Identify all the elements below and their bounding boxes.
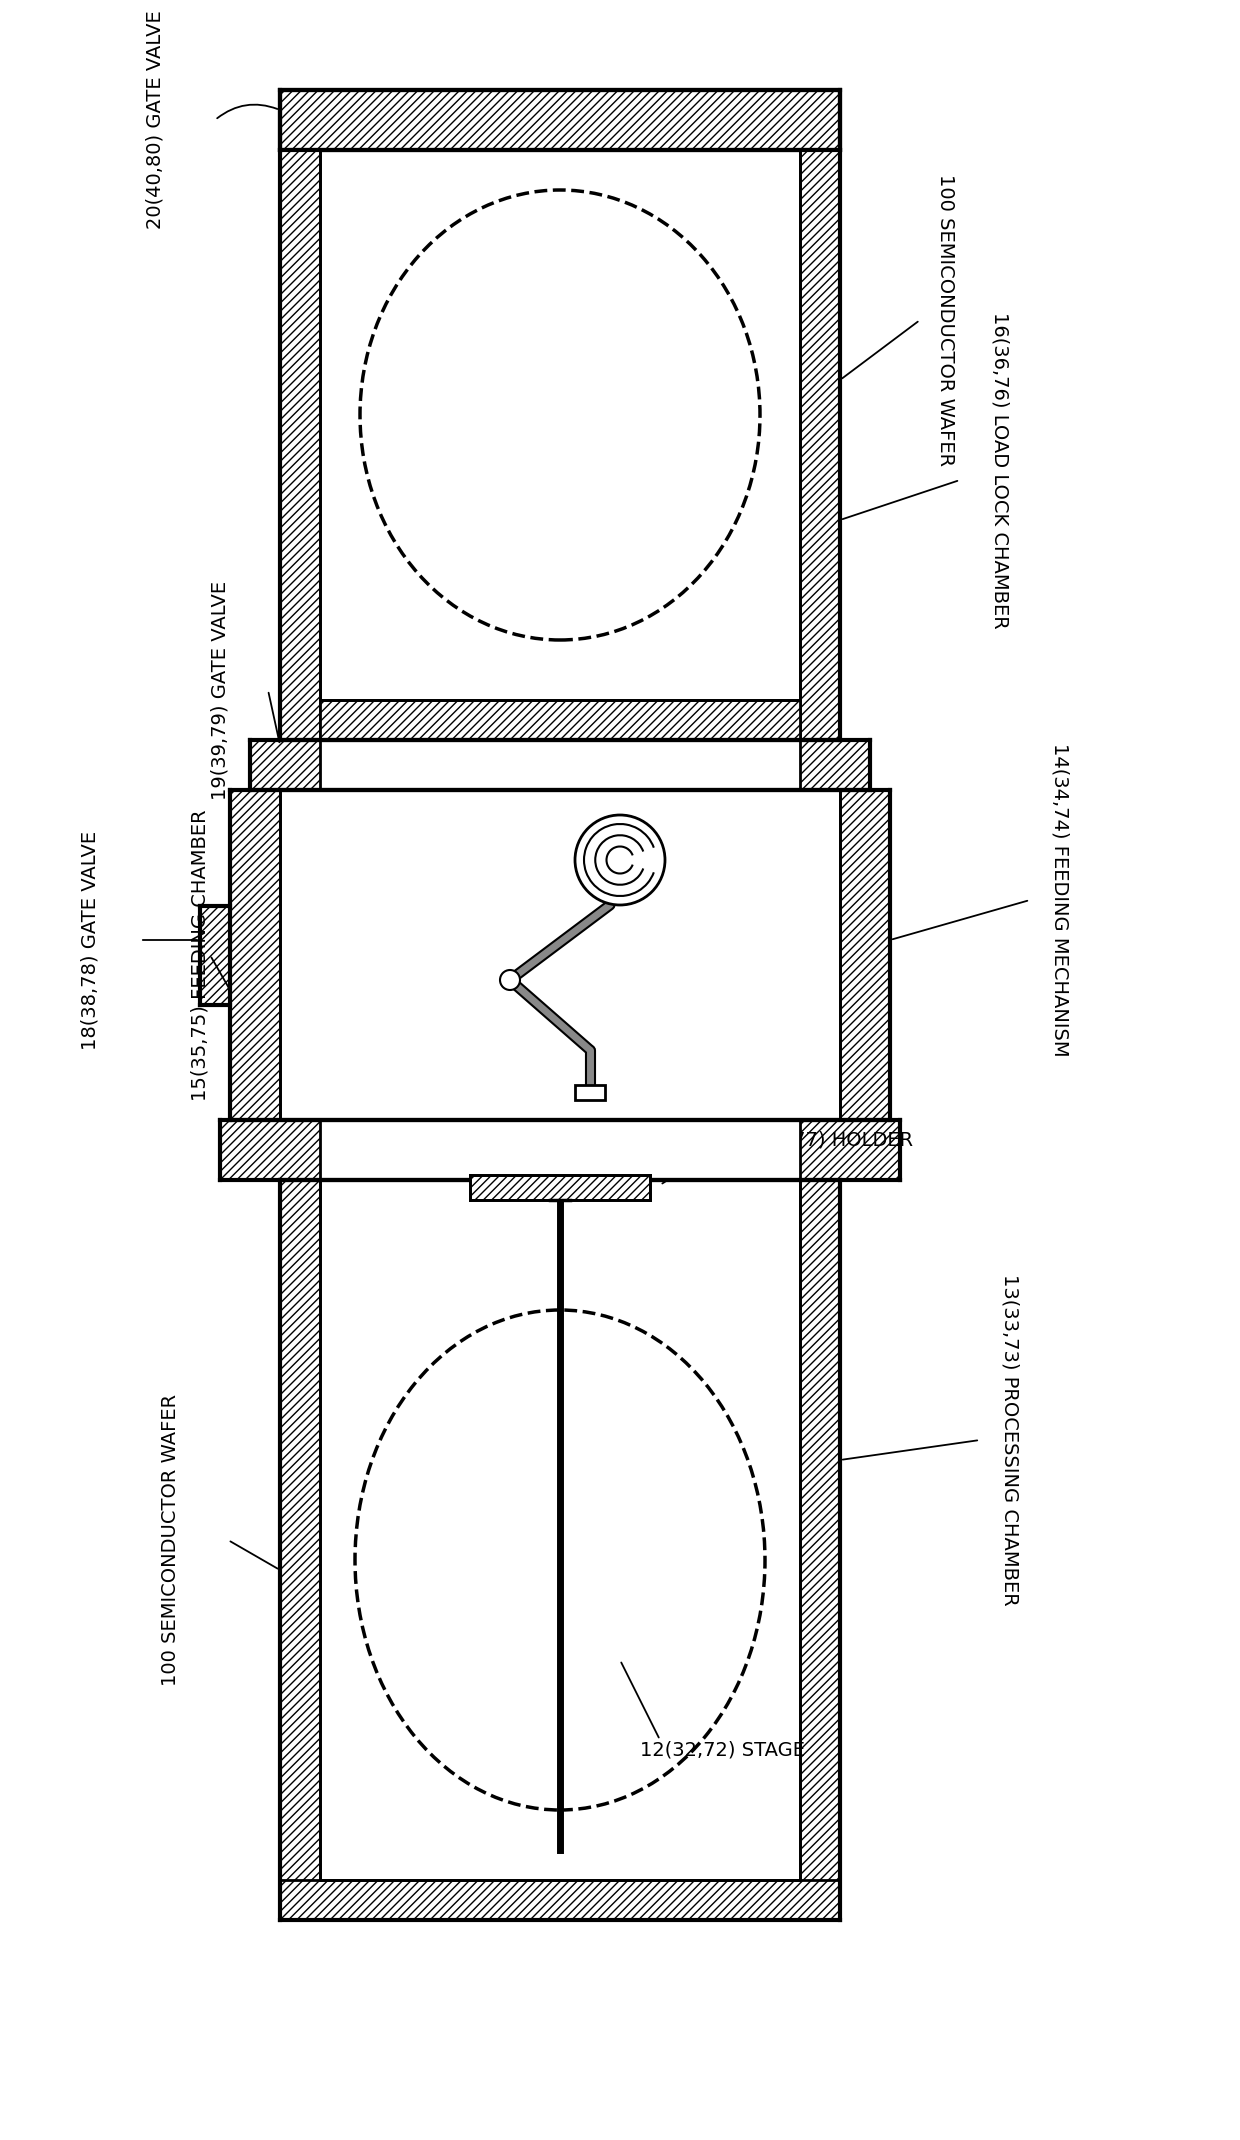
Text: 100 SEMICONDUCTOR WAFER: 100 SEMICONDUCTOR WAFER	[160, 1393, 180, 1686]
Bar	[320, 740, 800, 790]
Bar	[280, 150, 320, 740]
Bar	[280, 790, 839, 1119]
Text: 14(34,74) FEEDING MECHANISM: 14(34,74) FEEDING MECHANISM	[1050, 743, 1069, 1057]
Bar	[320, 1119, 800, 1179]
Bar	[280, 1179, 320, 1920]
Bar	[470, 1175, 650, 1201]
Text: 17(37,77) HOLDER: 17(37,77) HOLDER	[730, 1130, 913, 1149]
Bar	[219, 1119, 900, 1179]
Circle shape	[500, 969, 520, 991]
Bar	[280, 90, 839, 150]
Text: 18(38,78) GATE VALVE: 18(38,78) GATE VALVE	[81, 830, 99, 1049]
Bar	[250, 740, 870, 790]
Bar	[320, 700, 800, 740]
Bar	[320, 1179, 800, 1881]
Bar	[839, 790, 890, 1119]
Bar	[800, 1179, 839, 1920]
Text: 100 SEMICONDUCTOR WAFER: 100 SEMICONDUCTOR WAFER	[935, 173, 955, 467]
Text: 12(32,72) STAGE: 12(32,72) STAGE	[640, 1740, 805, 1759]
Bar	[320, 150, 800, 700]
Text: 13(33,73) PROCESSING CHAMBER: 13(33,73) PROCESSING CHAMBER	[1001, 1273, 1019, 1605]
Bar	[280, 1881, 839, 1920]
Bar	[229, 790, 280, 1119]
Bar	[575, 1085, 605, 1100]
Text: 16(36,76) LOAD LOCK CHAMBER: 16(36,76) LOAD LOCK CHAMBER	[991, 312, 1009, 629]
Bar	[200, 905, 229, 1004]
Text: 20(40,80) GATE VALVE: 20(40,80) GATE VALVE	[145, 11, 165, 229]
Circle shape	[575, 815, 665, 905]
Text: 19(39,79) GATE VALVE: 19(39,79) GATE VALVE	[211, 580, 229, 800]
Text: 15(35,75) FEEDING CHAMBER: 15(35,75) FEEDING CHAMBER	[191, 809, 210, 1100]
Bar	[800, 150, 839, 740]
